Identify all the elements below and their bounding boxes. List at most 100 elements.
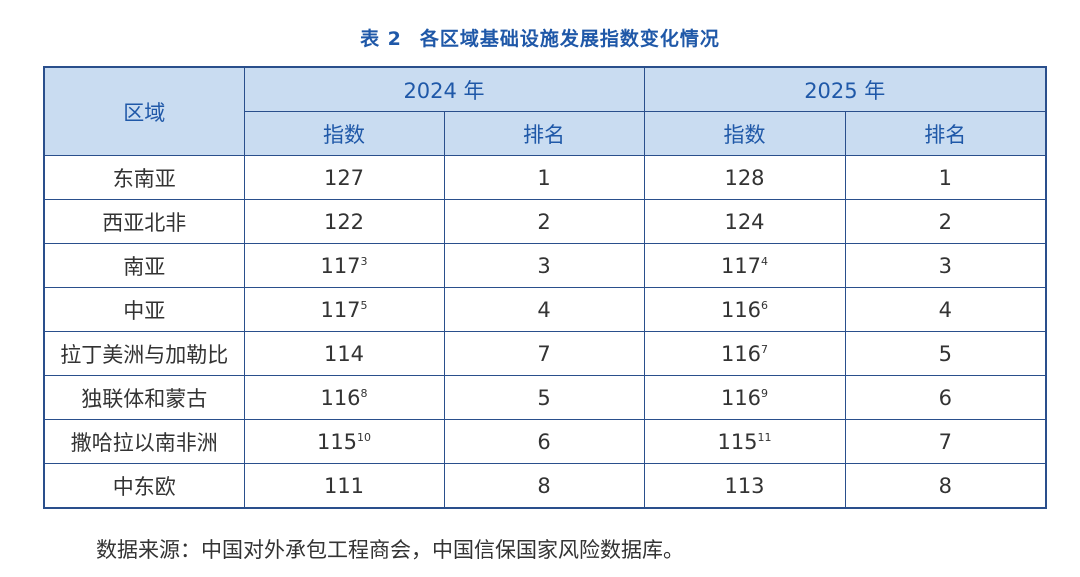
cell-region-value: 中东欧	[112, 474, 176, 499]
cell-index-2025: 124	[643, 199, 846, 244]
footnote-marker: 11	[757, 430, 772, 444]
footnote-marker: 7	[761, 342, 769, 356]
cell-rank-2024: 5	[443, 375, 645, 420]
header-index-2024: 指数	[243, 111, 445, 156]
cell-rank-2024: 2	[443, 199, 645, 244]
cell-rank-2025-value: 3	[938, 253, 952, 278]
cell-region: 独联体和蒙古	[43, 375, 245, 420]
cell-index-2024: 1173	[243, 243, 445, 288]
cell-region: 东南亚	[43, 155, 245, 200]
cell-index-2024-value: 115	[316, 429, 358, 454]
cell-index-2025: 1169	[643, 375, 846, 420]
cell-rank-2024-value: 8	[537, 473, 551, 498]
cell-index-2024: 111	[243, 463, 445, 509]
cell-index-2025: 113	[643, 463, 846, 509]
cell-index-2025-value: 128	[724, 165, 765, 190]
cell-index-2024-value: 127	[323, 165, 365, 190]
table-row: 中东欧 111 8 113 8	[43, 463, 1047, 509]
cell-index-2024-value: 114	[323, 341, 365, 366]
cell-rank-2025: 3	[844, 243, 1047, 288]
cell-index-2024: 122	[243, 199, 445, 244]
cell-index-2025-value: 124	[724, 209, 765, 234]
cell-rank-2024: 7	[443, 331, 645, 376]
data-source-note: 数据来源：中国对外承包工程商会，中国信保国家风险数据库。	[96, 538, 684, 562]
footnote-marker: 5	[360, 298, 368, 312]
table-number: 表 2	[360, 28, 402, 50]
table-caption: 各区域基础设施发展指数变化情况	[419, 28, 720, 50]
cell-index-2024-value: 111	[323, 473, 365, 498]
cell-rank-2024: 6	[443, 419, 645, 464]
header-year-2025: 2025 年	[643, 66, 1047, 112]
cell-rank-2025: 2	[844, 199, 1047, 244]
cell-rank-2024: 3	[443, 243, 645, 288]
cell-rank-2025-value: 8	[938, 473, 952, 498]
cell-rank-2024: 8	[443, 463, 645, 509]
cell-index-2025: 128	[643, 155, 846, 200]
cell-rank-2025: 6	[844, 375, 1047, 420]
cell-rank-2025-value: 4	[938, 297, 952, 322]
cell-index-2024: 1168	[243, 375, 445, 420]
cell-rank-2025: 5	[844, 331, 1047, 376]
footnote-marker: 3	[360, 254, 368, 268]
cell-index-2024-value: 122	[323, 209, 365, 234]
cell-index-2025-value: 116	[720, 297, 762, 322]
table-row: 撒哈拉以南非洲 11510 6 11511 7	[43, 419, 1047, 464]
cell-index-2024: 114	[243, 331, 445, 376]
cell-index-2025-value: 115	[717, 429, 758, 454]
footnote-marker: 10	[357, 430, 372, 444]
cell-rank-2024: 1	[443, 155, 645, 200]
table-row: 中亚 1175 4 1166 4	[43, 287, 1047, 332]
table-body: 东南亚 127 1 128 1 西亚北非 122 2 124 2 南亚 1173 3 1174 3 中亚 117…	[43, 155, 1047, 509]
table-title: 表 2 各区域基础设施发展指数变化情况	[0, 24, 1080, 51]
cell-rank-2024: 4	[443, 287, 645, 332]
cell-rank-2025-value: 6	[938, 385, 952, 410]
cell-index-2025-value: 116	[720, 341, 762, 366]
cell-rank-2024-value: 3	[537, 253, 551, 278]
cell-rank-2025: 7	[844, 419, 1047, 464]
cell-rank-2024-value: 6	[537, 429, 551, 454]
cell-index-2025: 11511	[643, 419, 846, 464]
table-row: 东南亚 127 1 128 1	[43, 155, 1047, 200]
cell-region: 中东欧	[43, 463, 245, 509]
cell-index-2025-value: 113	[724, 473, 765, 498]
cell-region: 撒哈拉以南非洲	[43, 419, 245, 464]
cell-rank-2024-value: 1	[537, 165, 551, 190]
header-index-2025: 指数	[643, 111, 846, 156]
cell-region-value: 中亚	[123, 298, 166, 323]
table-row: 独联体和蒙古 1168 5 1169 6	[43, 375, 1047, 420]
cell-index-2024-value: 117	[320, 297, 361, 322]
cell-index-2024-value: 116	[320, 385, 361, 410]
cell-rank-2024-value: 2	[537, 209, 551, 234]
cell-region: 中亚	[43, 287, 245, 332]
cell-region-value: 南亚	[123, 254, 166, 279]
cell-index-2025: 1174	[643, 243, 846, 288]
header-rank-2025: 排名	[844, 111, 1047, 156]
cell-region-value: 独联体和蒙古	[81, 386, 208, 411]
table-row: 拉丁美洲与加勒比 114 7 1167 5	[43, 331, 1047, 376]
cell-region-value: 西亚北非	[102, 210, 187, 235]
footnote-marker: 6	[761, 298, 769, 312]
table-row: 西亚北非 122 2 124 2	[43, 199, 1047, 244]
footnote-marker: 9	[761, 386, 769, 400]
cell-rank-2025-value: 2	[938, 209, 952, 234]
cell-rank-2024-value: 7	[537, 341, 551, 366]
header-rank-2024: 排名	[443, 111, 645, 156]
footnote-marker: 8	[360, 386, 368, 400]
cell-region: 西亚北非	[43, 199, 245, 244]
cell-index-2024: 11510	[243, 419, 445, 464]
cell-rank-2025: 8	[844, 463, 1047, 509]
header-region: 区域	[43, 66, 245, 156]
cell-index-2025: 1167	[643, 331, 846, 376]
cell-index-2024: 127	[243, 155, 445, 200]
cell-rank-2025: 4	[844, 287, 1047, 332]
cell-rank-2025-value: 7	[938, 429, 952, 454]
cell-rank-2024-value: 4	[537, 297, 551, 322]
cell-index-2025: 1166	[643, 287, 846, 332]
table-row: 南亚 1173 3 1174 3	[43, 243, 1047, 288]
cell-index-2025-value: 117	[720, 253, 762, 278]
footnote-marker: 4	[761, 254, 769, 268]
cell-region: 南亚	[43, 243, 245, 288]
cell-region-value: 拉丁美洲与加勒比	[60, 342, 229, 367]
cell-index-2025-value: 116	[720, 385, 762, 410]
cell-region-value: 东南亚	[112, 166, 176, 191]
